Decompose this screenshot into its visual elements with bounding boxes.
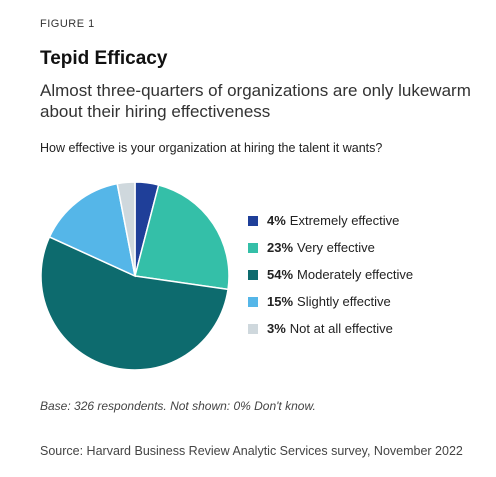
legend-value: 54% [267, 267, 294, 282]
legend-item: 4% Extremely effective [248, 207, 413, 234]
legend-item: 15% Slightly effective [248, 288, 413, 315]
chart-subtitle: Almost three-quarters of organizations a… [40, 81, 471, 121]
legend-label: Slightly effective [297, 294, 391, 309]
legend-item: 23% Very effective [248, 234, 413, 261]
figure-label: FIGURE 1 [40, 18, 95, 30]
legend-label: Not at all effective [289, 321, 393, 336]
legend-swatch [248, 269, 258, 280]
legend-value: 4% [267, 213, 286, 228]
legend-label: Moderately effective [297, 267, 414, 282]
legend-swatch [248, 242, 258, 253]
base-note: Base: 326 respondents. Not shown: 0% Don… [40, 399, 316, 413]
pie-slice-slightly-effective [48, 182, 137, 278]
legend-swatch [248, 323, 258, 334]
legend-value: 23% [267, 240, 294, 255]
chart-title: Tepid Efficacy [40, 48, 168, 69]
legend-label: Extremely effective [289, 213, 400, 228]
legend-item: 3% Not at all effective [248, 315, 413, 342]
survey-question: How effective is your organization at hi… [40, 141, 383, 155]
source-note: Source: Harvard Business Review Analytic… [40, 444, 463, 458]
legend-label: Very effective [297, 240, 375, 255]
legend-swatch [248, 296, 258, 307]
legend-value: 3% [267, 321, 286, 336]
pie-slice-very-effective [134, 184, 230, 291]
pie-slice-not-at-all-effective [116, 181, 136, 277]
legend-value: 15% [267, 294, 294, 309]
legend-swatch [248, 215, 258, 226]
legend-item: 54% Moderately effective [248, 261, 413, 288]
pie-slice-moderately-effective [40, 235, 229, 371]
chart-legend: 4% Extremely effective 23% Very effective 54… [248, 207, 413, 342]
